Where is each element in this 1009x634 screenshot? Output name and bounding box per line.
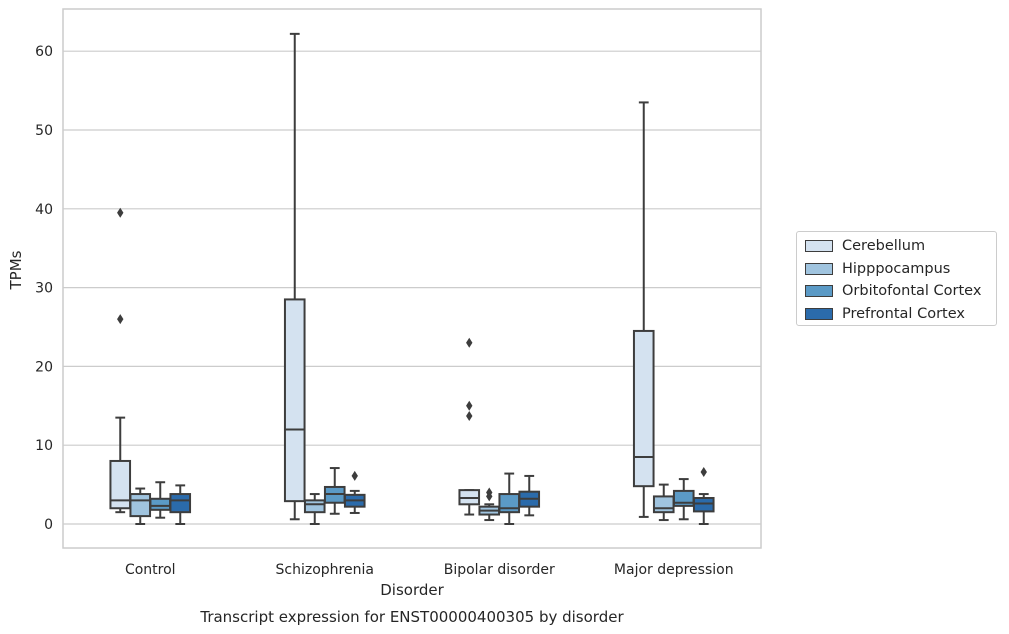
legend-swatch-orbitofrontal-cortex	[805, 285, 833, 297]
y-tick-label: 0	[44, 517, 53, 533]
iqr-box	[498, 493, 521, 514]
y-tick-label: 60	[35, 44, 53, 60]
y-tick-labels: 0 10 20 30 40 50 60	[35, 44, 53, 533]
x-tick-label: Major depression	[614, 562, 734, 578]
legend-swatch-hippocampus	[805, 263, 833, 275]
legend-label: Hipppocampus	[842, 261, 951, 277]
iqr-box	[303, 499, 326, 514]
legend-item-orbitofrontal-cortex: Orbitofontal Cortex	[805, 282, 981, 300]
legend-label: Orbitofontal Cortex	[842, 283, 982, 299]
outlier-point	[117, 207, 124, 218]
legend-label: Prefrontal Cortex	[842, 306, 965, 322]
box-hipppocampus	[652, 483, 675, 522]
iqr-box	[169, 493, 192, 514]
x-tick-labels: Control Schizophrenia Bipolar disorder Majo…	[125, 562, 734, 578]
y-tick-label: 20	[35, 359, 53, 375]
boxes	[109, 32, 715, 525]
legend-swatch-prefrontal-cortex	[805, 308, 833, 320]
legend: Cerebellum Hipppocampus Orbitofontal Cor…	[796, 231, 997, 326]
iqr-box	[632, 329, 655, 488]
legend-item-hippocampus: Hipppocampus	[805, 260, 950, 278]
iqr-box	[652, 495, 675, 514]
box-prefrontal-cortex	[692, 466, 715, 525]
iqr-box	[129, 493, 152, 518]
legend-item-prefrontal-cortex: Prefrontal Cortex	[805, 305, 965, 323]
box-cerebellum	[283, 32, 306, 521]
box-prefrontal-cortex	[343, 470, 366, 514]
outlier-point	[117, 314, 124, 325]
y-axis-label: TPMs	[7, 250, 25, 290]
x-tick-label: Schizophrenia	[276, 562, 374, 578]
box-cerebellum	[109, 207, 132, 514]
x-axis-label: Disorder	[380, 581, 444, 599]
box-hipppocampus	[303, 493, 326, 525]
y-tick-label: 30	[35, 281, 53, 297]
plot-frame	[62, 8, 762, 549]
outlier-point	[466, 400, 473, 411]
iqr-box	[692, 496, 715, 513]
legend-label: Cerebellum	[842, 238, 926, 254]
y-tick-label: 40	[35, 202, 53, 218]
chart-title: Transcript expression for ENST0000040030…	[199, 608, 624, 626]
y-tick-label: 50	[35, 123, 53, 139]
outlier-point	[351, 470, 358, 481]
iqr-box	[109, 459, 132, 510]
legend-item-cerebellum: Cerebellum	[805, 237, 925, 255]
box-prefrontal-cortex	[518, 474, 541, 517]
plot-area	[63, 9, 761, 548]
x-tick-label: Bipolar disorder	[444, 562, 555, 578]
box-cerebellum	[458, 337, 481, 516]
outlier-point	[466, 411, 473, 422]
iqr-box	[149, 497, 172, 511]
legend-swatch-cerebellum	[805, 240, 833, 252]
box-cerebellum	[632, 101, 655, 518]
outlier-point	[466, 337, 473, 348]
iqr-box	[283, 298, 306, 503]
y-tick-label: 10	[35, 438, 53, 454]
box-prefrontal-cortex	[169, 484, 192, 525]
outlier-point	[486, 487, 493, 498]
x-tick-label: Control	[125, 562, 176, 578]
outlier-point	[700, 466, 707, 477]
